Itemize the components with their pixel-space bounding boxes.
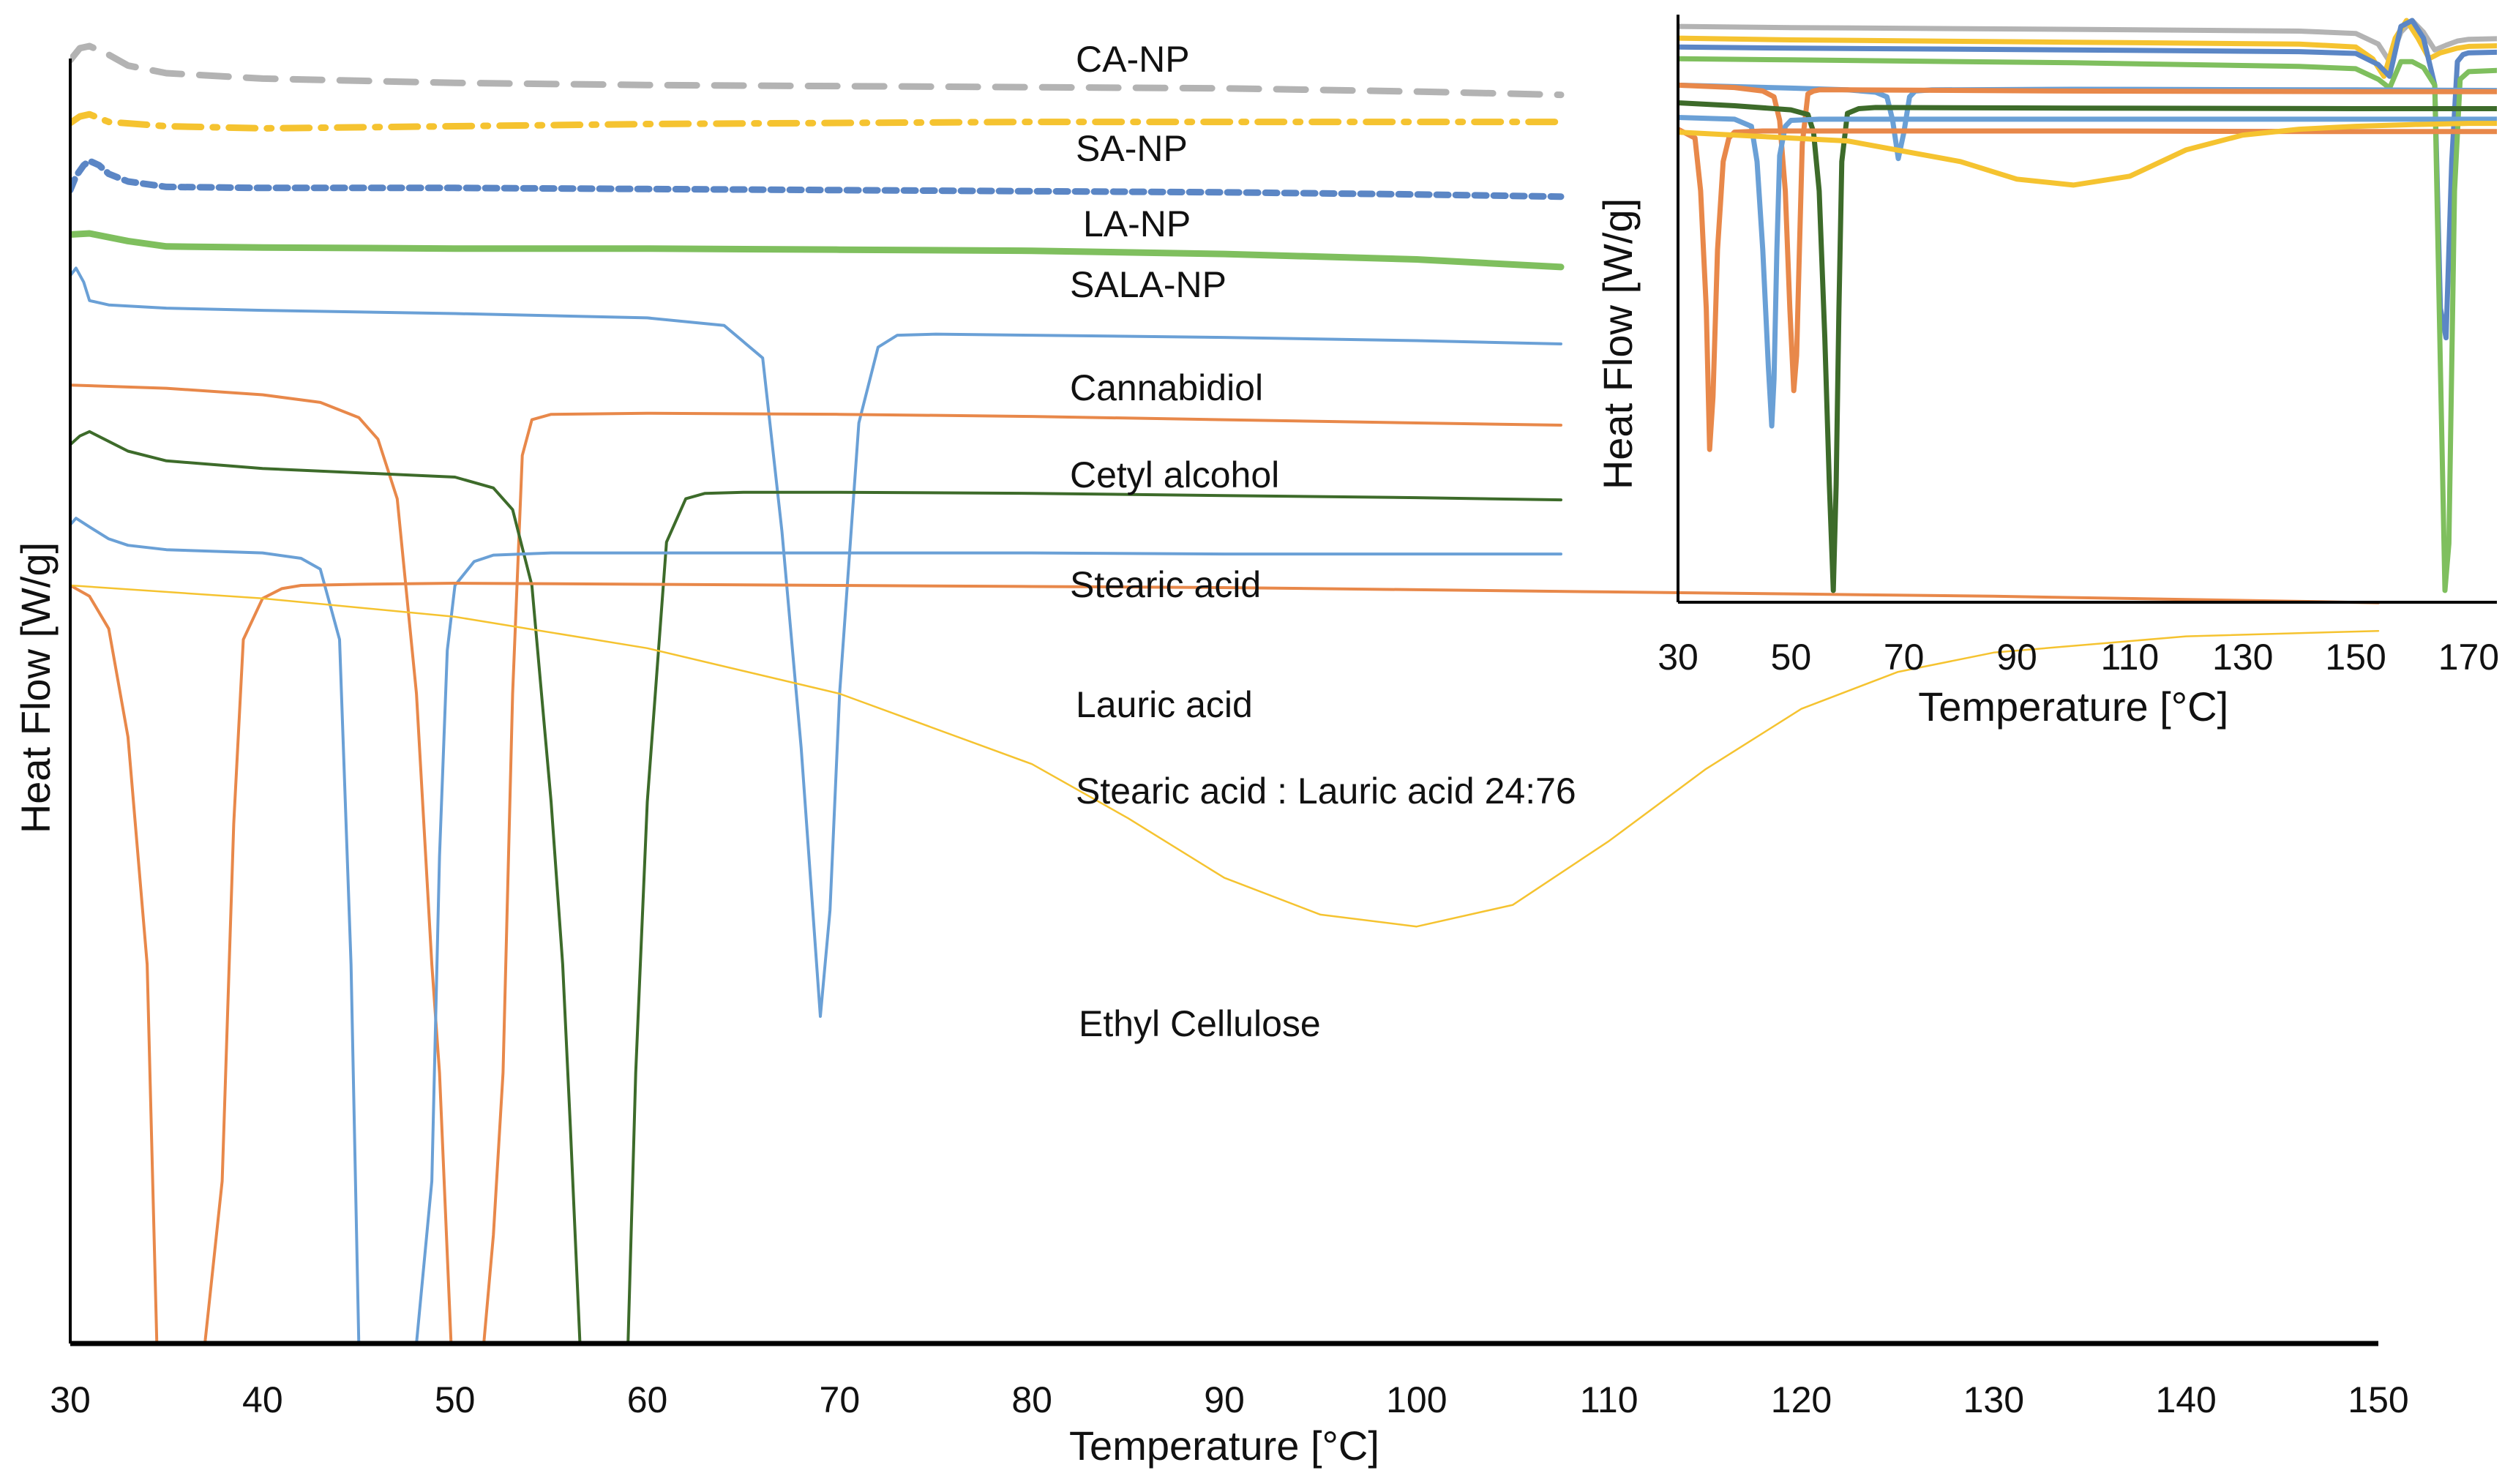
x-tick-label: 70 (820, 1379, 861, 1420)
x-tick-label: 150 (2348, 1379, 2408, 1420)
inset-plot-series (1678, 18, 2497, 593)
inset-x-tick-label: 170 (2438, 637, 2499, 678)
inset-series-line-la-np (1678, 18, 2497, 341)
x-tick-label: 130 (1963, 1379, 2024, 1420)
inset-y-axis-title: Heat Flow [W/g] (1595, 198, 1641, 490)
main-plot-axes: 30 40 50 60 70 80 90 100 110 120 130 140 150 Temperat… (12, 59, 2409, 1469)
main-plot-series (70, 42, 2380, 1344)
inset-series-line-stearic-acid-lauric-acid-24-76 (1678, 127, 2497, 452)
series-line-cannabidiol (70, 266, 1562, 1018)
inset-x-tick-label: 90 (1996, 637, 2037, 678)
inset-x-axis-title: Temperature [°C] (1918, 683, 2228, 730)
x-axis-title: Temperature [°C] (1069, 1423, 1379, 1469)
series-line-sala-np (70, 230, 1565, 271)
series-label-ca-np: CA-NP (1076, 39, 1190, 80)
series-label-la-np: LA-NP (1083, 203, 1191, 244)
series-label-lauric-acid: Lauric acid (1076, 684, 1253, 725)
inset-series-line-sala-np (1678, 56, 2497, 593)
series-label-stearic-acid: Stearic acid (1070, 564, 1261, 605)
main-plot-series-labels: CA-NP SA-NP LA-NP SALA-NP Cannabidiol Cetyl a… (1070, 39, 1576, 1044)
series-label-stearic-acid-lauric-acid-24-76: Stearic acid : Lauric acid 24:76 (1076, 771, 1576, 812)
inset-series-line-ethyl-cellulose (1678, 121, 2497, 188)
x-tick-label: 140 (2155, 1379, 2216, 1420)
series-line-sa-np (70, 110, 1565, 132)
series-label-sa-np: SA-NP (1076, 128, 1188, 169)
x-tick-label: 50 (435, 1379, 476, 1420)
series-line-ca-np (70, 42, 1565, 99)
inset-x-tick-label: 50 (1771, 637, 1812, 678)
inset-x-tick-label: 30 (1658, 637, 1699, 678)
x-tick-label: 100 (1386, 1379, 1447, 1420)
series-line-la-np (70, 157, 1565, 201)
x-tick-label: 120 (1771, 1379, 1832, 1420)
x-tick-label: 80 (1011, 1379, 1052, 1420)
x-tick-label: 90 (1204, 1379, 1245, 1420)
x-tick-label: 30 (50, 1379, 91, 1420)
series-label-cannabidiol: Cannabidiol (1070, 367, 1263, 408)
series-line-lauric-acid (70, 517, 1562, 1344)
series-label-cetyl-alcohol: Cetyl alcohol (1070, 454, 1279, 495)
y-axis-title: Heat Flow [W/g] (12, 542, 59, 833)
inset-series-line-sa-np (1678, 18, 2497, 79)
inset-x-tick-label: 110 (2101, 637, 2160, 678)
inset-series-line-stearic-acid (1678, 100, 2497, 593)
x-tick-label: 40 (242, 1379, 283, 1420)
x-tick-label: 60 (627, 1379, 668, 1420)
x-tick-label: 110 (1580, 1379, 1638, 1420)
inset-series-line-cetyl-alcohol (1678, 82, 2497, 394)
inset-plot-axes: 30 50 70 90 110 130 150 170 Temperature [°C] Heat… (1595, 15, 2499, 730)
series-line-cetyl-alcohol (70, 383, 1562, 1344)
series-label-ethyl-cellulose: Ethyl Cellulose (1079, 1003, 1321, 1044)
series-line-stearic-acid-lauric-acid-24-76 (70, 582, 2380, 1344)
series-line-ethyl-cellulose (70, 584, 2380, 928)
inset-series-line-lauric-acid (1678, 115, 2497, 429)
inset-x-tick-label: 130 (2212, 637, 2273, 678)
inset-x-tick-label: 70 (1884, 637, 1925, 678)
series-line-stearic-acid (70, 430, 1562, 1344)
series-label-sala-np: SALA-NP (1070, 264, 1226, 305)
inset-x-tick-label: 150 (2325, 637, 2386, 678)
